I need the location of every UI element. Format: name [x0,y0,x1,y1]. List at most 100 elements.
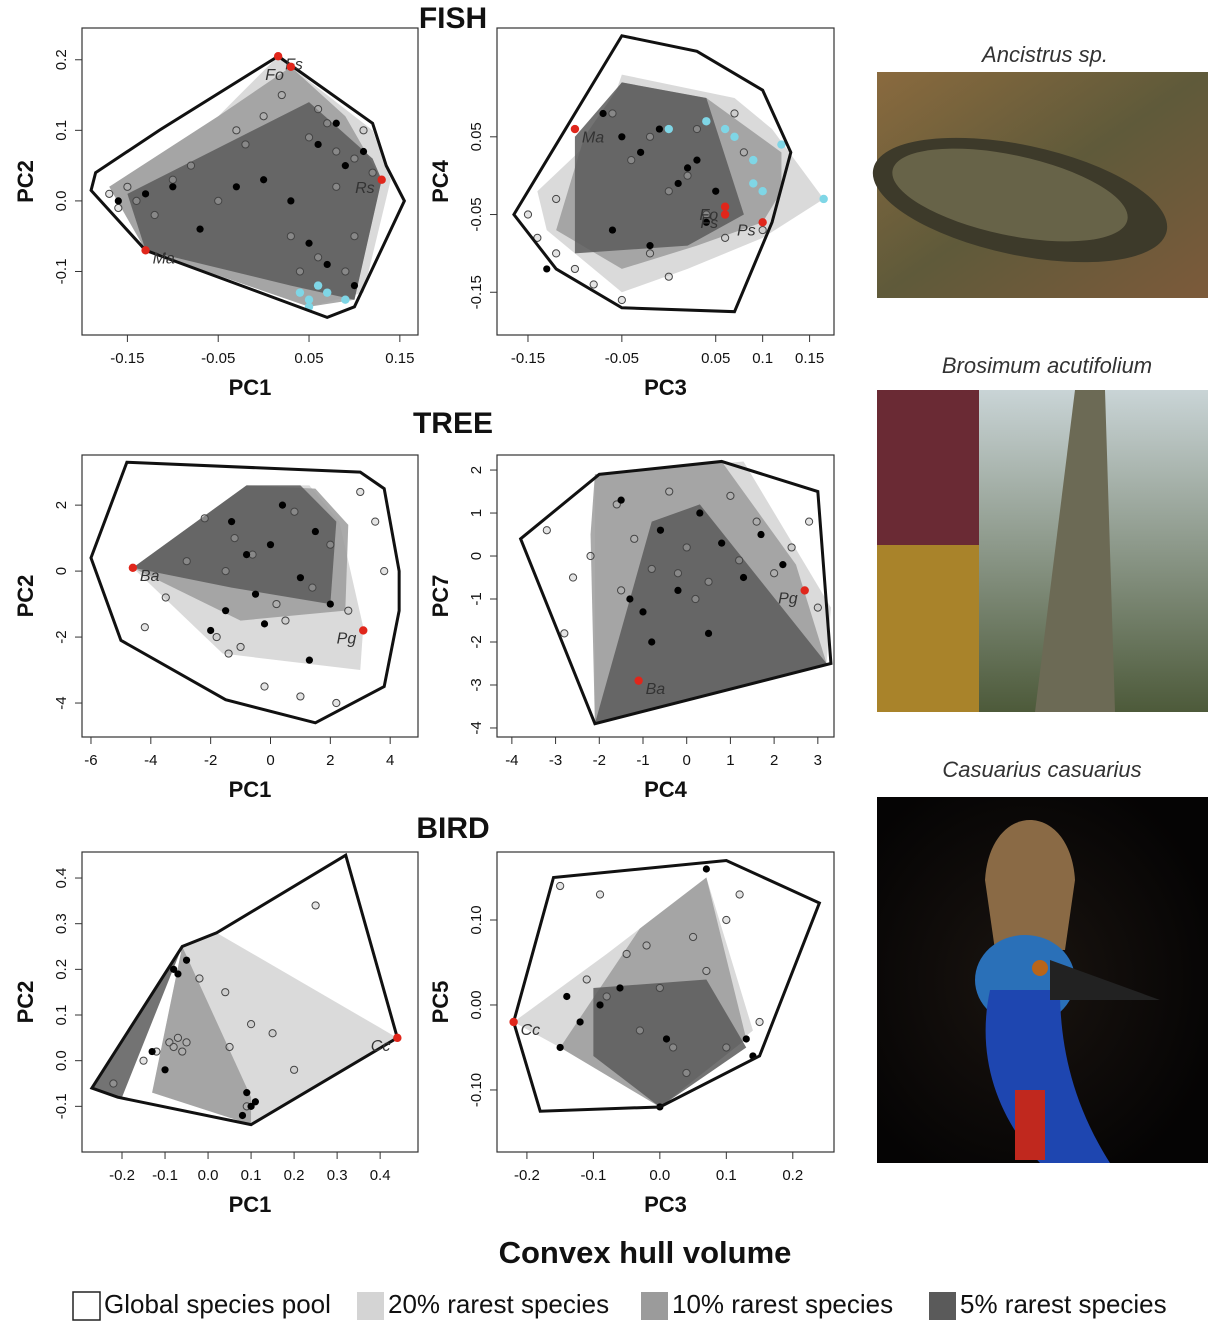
point [109,1079,118,1088]
point [735,556,744,565]
point [552,194,561,204]
y-tick-label: -0.1 [53,1093,70,1119]
point [260,682,269,691]
point-filled [702,218,710,226]
y-tick-label: 0 [468,552,485,560]
point [608,109,617,118]
point-filled [674,586,682,595]
y-axis-label: PC5 [428,981,453,1024]
point [225,1042,234,1052]
point-filled [608,226,617,234]
y-axis-label: PC2 [13,575,38,618]
y-tick-label: -4 [468,721,485,734]
point-filled [739,573,748,582]
point [168,175,177,184]
y-tick-label: -0.15 [468,275,485,309]
point [645,132,655,141]
x-tick-label: -3 [549,752,562,769]
point [702,966,711,976]
point-filled [251,590,260,598]
point [726,491,735,500]
x-tick-label: 0.4 [370,1167,391,1184]
point [647,564,656,574]
x-tick-label: -4 [144,752,157,769]
point-filled [170,965,178,973]
point-filled [114,197,122,205]
point-label: Rs [355,180,375,197]
point-filled [563,992,571,1001]
point [221,566,230,576]
point-filled [141,190,150,198]
point [212,632,221,642]
point [161,593,170,602]
point-label: Ps [737,223,756,240]
point-highlight [295,288,305,297]
point-filled [350,281,359,290]
photo-caption: Brosimum acutifolium [942,353,1152,378]
hull [127,102,382,300]
point [286,232,295,241]
point [341,267,350,276]
y-axis-label: PC2 [13,981,38,1024]
point [739,148,748,157]
point-filled [656,526,665,534]
point [281,616,290,625]
point [182,1038,191,1047]
point-filled [266,541,275,549]
y-axis-label: PC2 [13,160,38,203]
y-tick-label: 0.00 [468,990,485,1019]
point-labeled [286,62,296,72]
x-tick-label: 1 [726,752,734,769]
point [356,487,365,497]
point [371,517,380,526]
point [556,881,565,891]
x-tick-label: 0.1 [241,1167,262,1184]
y-tick-label: -0.1 [53,259,70,285]
hull [132,485,337,605]
point-filled [314,140,322,149]
point [380,566,389,576]
point [704,577,713,586]
y-tick-label: -0.05 [468,197,485,231]
point-filled [742,1035,750,1043]
point-filled [238,1111,247,1120]
point-label: Fo [699,207,718,224]
point [655,983,664,993]
point-label: Ma [153,251,175,268]
photo-caption: Casuarius casuarius [942,757,1141,782]
y-tick-label: 0.1 [53,1005,70,1026]
point-highlight [702,117,711,126]
hull [152,946,252,1125]
point-label: Ba [646,681,666,698]
point [642,941,651,950]
point [570,264,580,274]
point [296,692,305,701]
point-labeled [377,175,386,184]
x-tick-label: 4 [386,752,394,769]
point-label: Fs [700,215,718,232]
plot-box [81,454,419,738]
point [691,594,700,604]
point-filled [260,176,268,184]
point-filled [311,527,319,536]
y-tick-label: 0.05 [468,122,485,151]
point-labeled [273,52,283,61]
legend-swatch [641,1292,668,1320]
point-filled [648,638,656,646]
y-axis-label: PC7 [428,575,453,618]
y-tick-label: -1 [468,592,485,605]
point [332,147,341,156]
point [635,1026,645,1035]
point [568,573,578,582]
point [277,90,286,100]
x-axis-label: PC4 [644,777,688,802]
point-filled [243,1089,251,1097]
point-filled [712,187,720,195]
point-filled [637,148,645,156]
legend-label: 10% rarest species [672,1289,893,1319]
x-tick-label: 0.2 [284,1167,305,1184]
x-tick-label: 0.3 [327,1167,348,1184]
x-tick-label: 0.0 [198,1167,219,1184]
point [589,280,598,289]
point-filled [718,539,726,547]
